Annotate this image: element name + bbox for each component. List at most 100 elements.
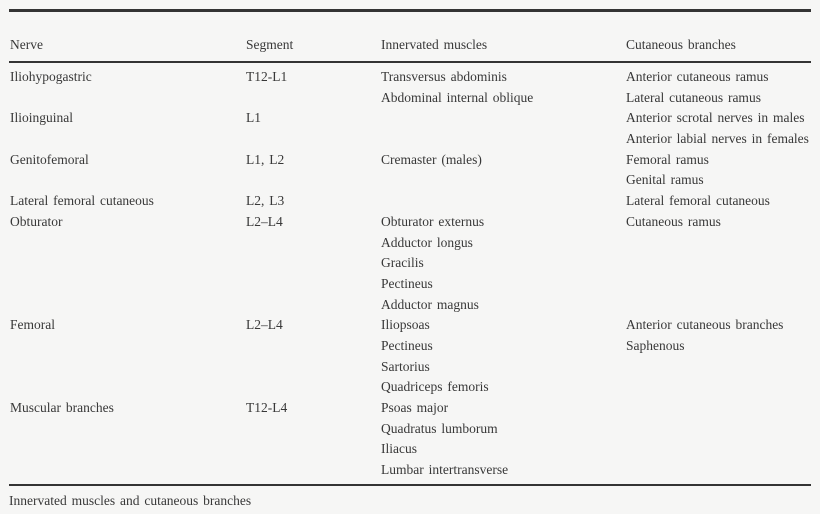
cell-line: Ilioinguinal [10,110,73,126]
table-row: Ilioinguinal L1 Anterior scrotal nerves … [9,108,811,149]
cell-line: Quadratus lumborum [381,420,498,436]
cell-line: Anterior scrotal nerves in males [626,110,805,126]
cell-line: Iliopsoas [381,317,430,333]
segment-cell: T12-L4 [245,398,380,481]
cell-line [626,357,811,378]
cell-line: Femoral [10,317,55,333]
col-header-cutaneous-branches: Cutaneous branches [626,36,736,52]
cell-line: Sartorius [381,358,430,374]
cell-line: Psoas major [381,400,449,415]
cell-line: T12-L1 [246,69,288,84]
table-row: Lateral femoral cutaneous L2, L3 Lateral … [9,191,811,212]
cell-line: Lateral cutaneous ramus [626,89,761,105]
nerve-table: Nerve Segment Innervated muscles Cutaneo… [9,12,811,61]
cell-line: Pectineus [381,337,433,353]
table-row: Genitofemoral L1, L2 Cremaster (males) F… [9,150,811,191]
cell-line [10,129,245,150]
segment-cell: T12-L1 [245,63,380,108]
muscles-cell: Psoas major Quadratus lumborum Iliacus Lumb… [380,398,625,481]
cell-line: Cremaster (males) [381,151,482,167]
cell-line: Lateral femoral cutaneous [10,193,154,209]
table-top-rule [9,9,811,12]
cell-line: Anterior labial nerves in females [626,131,809,147]
cell-line [381,108,625,129]
cell-line [626,398,811,419]
cell-line: L2, L3 [246,193,285,209]
cell-line [381,129,625,150]
cell-line [626,419,811,440]
cell-line [10,357,245,378]
cell-line [626,295,811,316]
table-caption: Innervated muscles and cutaneous branche… [9,492,252,508]
cell-line: Transversus abdominis [381,69,507,84]
cutaneous-cell: Cutaneous ramus [625,212,811,315]
cell-line [10,377,245,398]
cell-line [10,336,245,357]
table-header: Nerve Segment Innervated muscles Cutaneo… [9,12,811,61]
muscles-cell: Obturator externus Adductor longus Gracili… [380,212,625,315]
cell-line [246,357,380,378]
table-row: Femoral L2–L4 Iliopsoas Pectineus Sartoriu… [9,315,811,398]
cell-line: Obturator externus [381,213,485,229]
cell-line: Genital ramus [626,172,704,188]
cell-line: Iliohypogastric [10,69,92,84]
cell-line: Genitofemoral [10,151,89,167]
cell-line: Anterior cutaneous branches [626,317,784,333]
cell-line [10,88,245,109]
cell-line: Cutaneous ramus [626,213,721,229]
muscles-cell: Cremaster (males) [380,150,625,191]
cell-line [246,295,380,316]
cell-line [10,274,245,295]
col-header-segment: Segment [246,36,294,52]
cell-line: Quadriceps femoris [381,379,489,395]
nerve-cell: Obturator [9,212,245,315]
nerve-cell: Ilioinguinal [9,108,245,149]
table-row: Obturator L2–L4 Obturator externus Adduct… [9,212,811,315]
cell-line: Adductor magnus [381,296,479,312]
cell-line [10,170,245,191]
table-body: Iliohypogastric T12-L1 Transversus abdom… [9,63,811,481]
cell-line: Obturator [10,213,63,229]
cell-line [626,460,811,481]
cell-line: Abdominal internal oblique [381,89,534,105]
cell-line [246,88,380,109]
header-row: Nerve Segment Innervated muscles Cutaneo… [9,12,811,61]
cell-line [626,377,811,398]
cell-line [246,129,380,150]
cell-line [246,253,380,274]
segment-cell: L2, L3 [245,191,380,212]
muscles-cell [380,108,625,149]
cell-line: Gracilis [381,255,424,271]
cutaneous-cell: Lateral femoral cutaneous [625,191,811,212]
nerve-cell: Iliohypogastric [9,63,245,108]
cell-line: Muscular branches [10,400,114,415]
cell-line [10,295,245,316]
muscles-cell: Transversus abdominis Abdominal internal … [380,63,625,108]
nerve-cell: Genitofemoral [9,150,245,191]
cell-line: Lumbar intertransverse [381,462,509,478]
cell-line [246,377,380,398]
cell-line [246,274,380,295]
table-header-rule [9,60,811,63]
segment-cell: L1, L2 [245,150,380,191]
segment-cell: L2–L4 [245,212,380,315]
cell-line: Anterior cutaneous ramus [626,69,769,84]
cell-line: L1, L2 [246,151,285,167]
segment-cell: L2–L4 [245,315,380,398]
nerve-cell: Muscular branches [9,398,245,481]
cell-line [626,439,811,460]
cell-line [10,439,245,460]
cell-line [10,419,245,440]
cell-line [381,170,625,191]
cell-line: T12-L4 [246,400,288,415]
cell-line: Lateral femoral cutaneous [626,193,770,209]
cell-line [626,233,811,254]
cell-line: Femoral ramus [626,151,709,167]
nerve-cell: Lateral femoral cutaneous [9,191,245,212]
cell-line [246,460,380,481]
cell-line [381,191,625,212]
cell-line: L2–L4 [246,317,283,333]
table-row: Muscular branches T12-L4 Psoas major Quad… [9,398,811,481]
cell-line: Saphenous [626,337,685,353]
